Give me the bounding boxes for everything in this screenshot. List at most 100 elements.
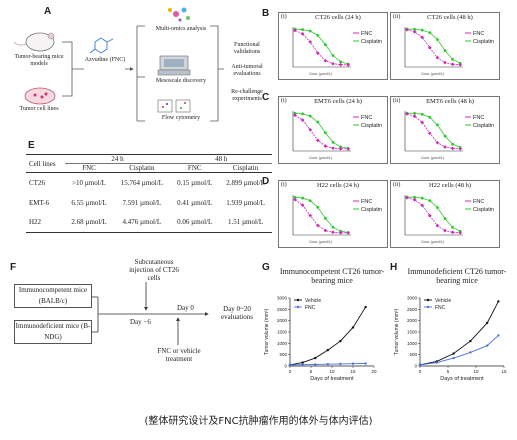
legend-label: FNC [305, 305, 316, 311]
x-tick-label: 15 [350, 369, 356, 374]
method-mesoscale: Mesoscale discovery [155, 78, 207, 84]
table-cell: 7.591 µmol/L [122, 198, 162, 207]
vehicle-series-line [419, 301, 499, 366]
day0-label: Day 0 [177, 304, 194, 312]
mouse-icon [25, 32, 55, 52]
table-cell: 0.41 µmol/L [177, 198, 213, 207]
data-point [413, 195, 416, 199]
injection-label: Subcutaneous injection of CT26 cells [129, 258, 179, 283]
y-tick-label: 2000 [407, 318, 418, 323]
legend-label: Vehicle [305, 298, 321, 304]
panel-label-b: B [262, 8, 270, 19]
data-point [338, 62, 343, 67]
dose-response-chart: (ii) EMT6 cells (48 h) FNC Cisplatin Conc. (… [390, 96, 500, 164]
data-point [486, 321, 489, 325]
mini-chart-svg: FNC Cisplatin Conc. (µmol/L) [404, 111, 494, 160]
data-point [339, 362, 342, 366]
y-tick-label: 2000 [277, 318, 288, 323]
day-minus6-label: Day −6 [130, 318, 151, 326]
data-point [288, 363, 292, 367]
data-point [308, 114, 312, 118]
subpanel-roman: (ii) [393, 14, 401, 20]
x-tick-label: 15 [501, 369, 507, 374]
data-point [331, 61, 335, 66]
y-tick-label: 500 [409, 352, 417, 357]
panel-label-a: A [44, 6, 52, 17]
data-point [428, 199, 432, 203]
y-tick-label: 3000 [407, 296, 418, 301]
table-subheader: Cisplatin [129, 164, 155, 172]
data-point [435, 140, 440, 145]
legend-label: Cisplatin [361, 39, 382, 45]
data-point [420, 28, 424, 32]
outcome-functional: Functional validations [233, 42, 261, 55]
mini-chart-svg: FNC Cisplatin Conc. (µmol/L) [404, 195, 494, 244]
data-point [427, 213, 432, 218]
x-tick-label: 5 [310, 369, 313, 374]
dose-response-chart: (ii) H22 cells (48 h) FNC Cisplatin Conc. (µ… [390, 180, 500, 248]
table-cell: 0.15 µmol/L [177, 178, 213, 187]
data-point [316, 33, 320, 37]
table-cell: >10 µmol/L [72, 178, 106, 187]
x-tick-label: 20 [371, 369, 377, 374]
data-point [346, 231, 351, 235]
data-point [314, 363, 317, 366]
mini-chart-svg: FNC Cisplatin Conc. (µmol/L) [292, 195, 382, 244]
x-axis-label: Conc. (µmol/L) [421, 72, 444, 76]
mini-chart-title: EMT6 cells (48 h) [426, 98, 474, 105]
data-point [308, 199, 312, 202]
legend-label: FNC [361, 199, 372, 205]
y-tick-label: 1500 [407, 330, 418, 335]
panel-label-e: E [28, 140, 35, 151]
cisplatin-curve [406, 112, 461, 148]
legend-label: Vehicle [435, 298, 451, 304]
subpanel-roman: (i) [281, 14, 287, 20]
data-point [486, 344, 489, 347]
legend-marker [426, 298, 430, 302]
data-point [323, 58, 328, 63]
y-tick-label: 2500 [277, 307, 288, 312]
immunocompetent-box: Immunocompetent mice (BALB/c) [14, 284, 92, 308]
table-cell: 2.899 µmol/L [226, 178, 265, 187]
x-axis-label: Conc. (µmol/L) [421, 156, 444, 160]
panel-f-diagram [92, 282, 209, 345]
tumor-volume-chart-immunocompetent: 0 500 1000 1500 2000 2500 3000 0 5 10 15 20 Days of … [264, 296, 377, 383]
x-axis-label: Conc. (µmol/L) [309, 240, 332, 244]
data-point [443, 217, 447, 220]
data-point [331, 146, 335, 150]
legend-label: Cisplatin [473, 123, 494, 129]
mini-chart-title: EMT6 cells (24 h) [314, 98, 362, 105]
method-multiomics: Multi-omics analysis [155, 26, 207, 32]
mice-model-label: Tumor-bearing mice models [14, 54, 64, 67]
data-point [428, 115, 432, 119]
legend-marker [426, 305, 430, 309]
legend-marker [296, 298, 300, 302]
mini-chart-svg: FNC Cisplatin Conc. (µmol/L) [404, 27, 494, 76]
method-flow-cytometry: Flow cytometry [161, 115, 201, 121]
data-point [451, 142, 454, 146]
panel-label-c: C [262, 92, 270, 103]
x-tick-label: 0 [289, 369, 292, 374]
data-point [308, 213, 313, 218]
data-point [420, 112, 424, 116]
drug-label: Azvudine (FNC) [84, 57, 126, 63]
legend-label: Cisplatin [473, 207, 494, 213]
data-point [308, 29, 312, 33]
data-point [405, 27, 409, 32]
data-point [451, 225, 454, 229]
legend-label: Cisplatin [361, 123, 382, 129]
panel-label-f: F [10, 262, 17, 273]
x-axis-label: Conc. (µmol/L) [309, 156, 332, 160]
fnc-series-line [419, 335, 499, 366]
data-point [436, 38, 439, 41]
data-point [451, 57, 454, 61]
table-cell: 15.764 µmol/L [120, 178, 163, 187]
data-point [331, 54, 335, 57]
cell-lines-label: Tumor cell lines [19, 106, 59, 112]
x-axis-label: Days of treatment [440, 376, 484, 382]
table-cell: 2.68 µmol/L [71, 218, 107, 227]
flow-cytometry-icon [157, 99, 191, 113]
y-tick-label: 2500 [407, 307, 418, 312]
data-point [315, 223, 320, 228]
data-point [420, 196, 424, 200]
